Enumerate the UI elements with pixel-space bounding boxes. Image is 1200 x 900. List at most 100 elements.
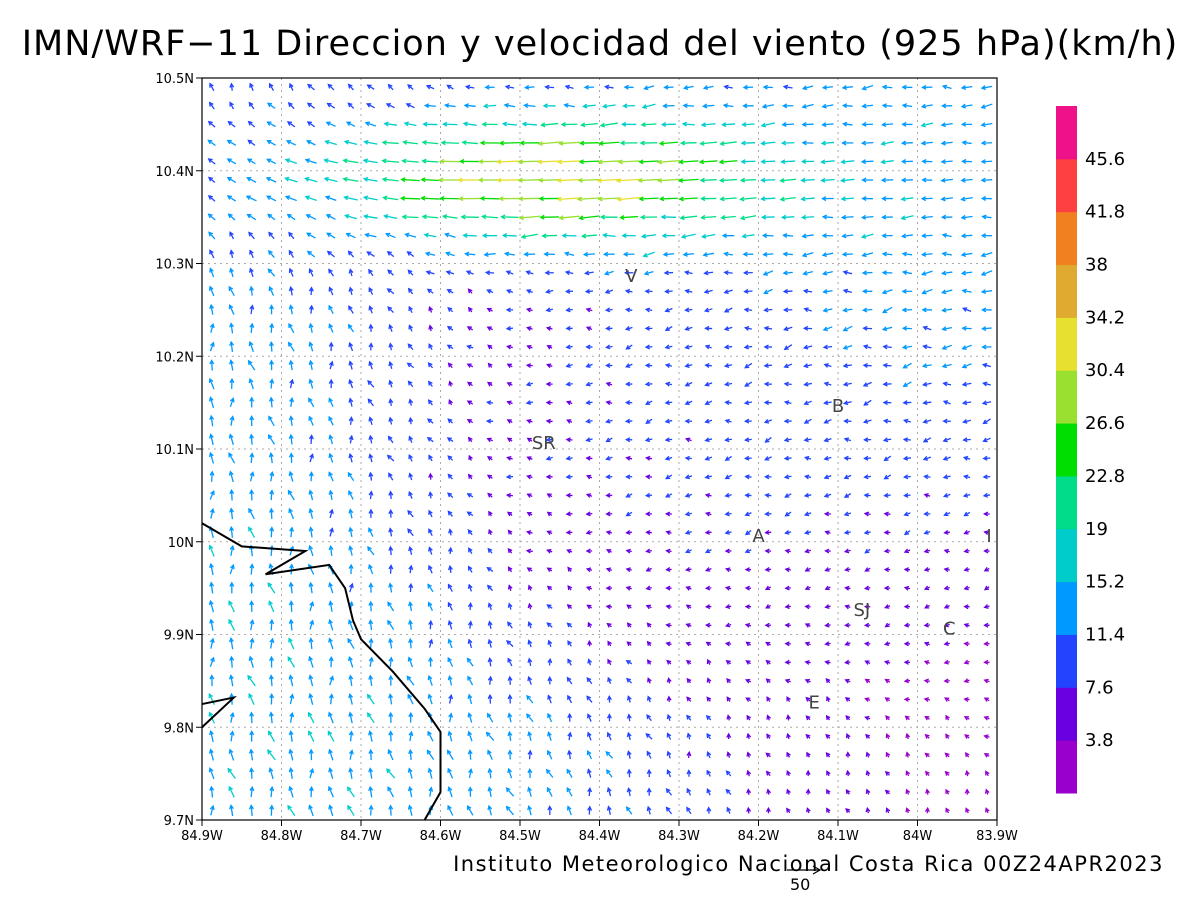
wind-vector-head — [249, 452, 255, 458]
wind-vector — [658, 159, 680, 163]
wind-vector — [942, 308, 953, 312]
wind-vector-head — [960, 233, 967, 239]
wind-vector — [348, 490, 354, 500]
wind-vector-head — [229, 525, 235, 532]
wind-vector-head — [209, 785, 215, 791]
wind-vector-head — [801, 103, 807, 109]
wind-vector-head — [705, 641, 711, 647]
wind-vector-head — [644, 344, 650, 350]
wind-vector — [599, 141, 620, 145]
wind-vector-head — [209, 414, 215, 421]
wind-vector — [780, 178, 797, 182]
wind-vector-head — [367, 398, 373, 404]
wind-vector-head — [329, 675, 334, 681]
wind-vector — [506, 806, 514, 816]
wind-vector-head — [865, 788, 871, 794]
wind-vector-head — [425, 270, 431, 275]
wind-vector — [762, 104, 774, 108]
wind-vector-head — [823, 400, 829, 406]
wind-vector — [329, 509, 333, 519]
wind-vector-head — [467, 288, 473, 294]
wind-vector-head — [288, 452, 294, 458]
wind-vector-head — [684, 492, 691, 498]
wind-vector-head — [625, 585, 631, 591]
colorbar-swatch — [1056, 740, 1077, 794]
wind-vector — [227, 140, 237, 146]
colorbar-swatch — [1056, 475, 1077, 530]
wind-vector — [211, 360, 213, 371]
wind-vector — [209, 452, 215, 464]
wind-vector-head — [457, 177, 463, 183]
wind-vector-head — [478, 159, 484, 165]
wind-vector — [484, 252, 496, 256]
wind-vector — [364, 196, 378, 201]
wind-vector-head — [862, 344, 869, 350]
wind-vector-head — [644, 492, 651, 498]
wind-vector-head — [458, 196, 464, 202]
wind-vector-head — [583, 84, 589, 90]
wind-vector-head — [428, 305, 434, 312]
wind-vector-head — [644, 307, 651, 313]
wind-vector — [547, 732, 552, 741]
wind-vector-head — [208, 748, 214, 754]
wind-vector-head — [267, 213, 273, 219]
wind-vector-head — [586, 749, 592, 756]
wind-vector-head — [388, 472, 393, 478]
wind-vector-head — [566, 622, 572, 628]
wind-vector-head — [645, 400, 651, 405]
wind-vector-head — [288, 767, 294, 773]
wind-vector-head — [248, 340, 254, 347]
wind-vector-head — [565, 344, 571, 350]
wind-vector-head — [941, 289, 947, 295]
wind-vector-head — [943, 529, 949, 535]
wind-vector-head — [842, 326, 848, 332]
wind-vector-head — [466, 511, 472, 517]
wind-vector-head — [864, 660, 870, 665]
wind-vector-head — [679, 215, 685, 221]
wind-vector-head — [901, 344, 908, 350]
wind-vector-head — [617, 159, 623, 165]
wind-vector-head — [779, 177, 785, 183]
wind-vector — [288, 638, 295, 650]
wind-vector — [782, 216, 795, 219]
wind-vector-head — [706, 696, 712, 702]
wind-vector-head — [901, 251, 907, 257]
wind-vector — [266, 195, 277, 202]
wind-vector-head — [366, 693, 372, 699]
wind-vector-head — [699, 140, 705, 146]
wind-vector — [446, 252, 455, 257]
wind-vector — [606, 769, 613, 778]
wind-vector-head — [505, 270, 511, 275]
wind-vector-head — [209, 581, 215, 587]
wind-vector-head — [744, 567, 750, 573]
wind-vector-head — [963, 548, 969, 554]
wind-vector-head — [684, 530, 691, 535]
wind-vector — [587, 750, 593, 760]
wind-vector — [538, 141, 561, 145]
colorbar-swatch — [1056, 687, 1077, 741]
wind-vector — [963, 307, 972, 312]
wind-vector-head — [605, 585, 611, 591]
colorbar-swatch — [1056, 634, 1077, 688]
wind-vector-head — [944, 697, 950, 702]
wind-vector-head — [746, 732, 752, 739]
wind-vector-head — [383, 214, 389, 219]
wind-vector-head — [864, 697, 870, 702]
wind-vector-head — [824, 530, 830, 536]
wind-vector — [578, 197, 601, 200]
wind-vector-head — [526, 713, 531, 719]
wind-vector — [309, 675, 314, 687]
wind-vector — [547, 713, 553, 723]
wind-vector-head — [646, 768, 652, 775]
wind-vector-head — [348, 600, 354, 607]
wind-vector-head — [607, 676, 612, 683]
wind-vector — [961, 215, 973, 219]
wind-vector-head — [249, 82, 254, 88]
wind-vector — [290, 731, 293, 742]
wind-vector — [682, 233, 696, 238]
wind-vector — [309, 527, 313, 538]
wind-vector-head — [507, 675, 513, 681]
wind-vector-head — [526, 512, 532, 517]
wind-vector-head — [941, 232, 947, 238]
colorbar-label: 7.6 — [1085, 677, 1114, 698]
